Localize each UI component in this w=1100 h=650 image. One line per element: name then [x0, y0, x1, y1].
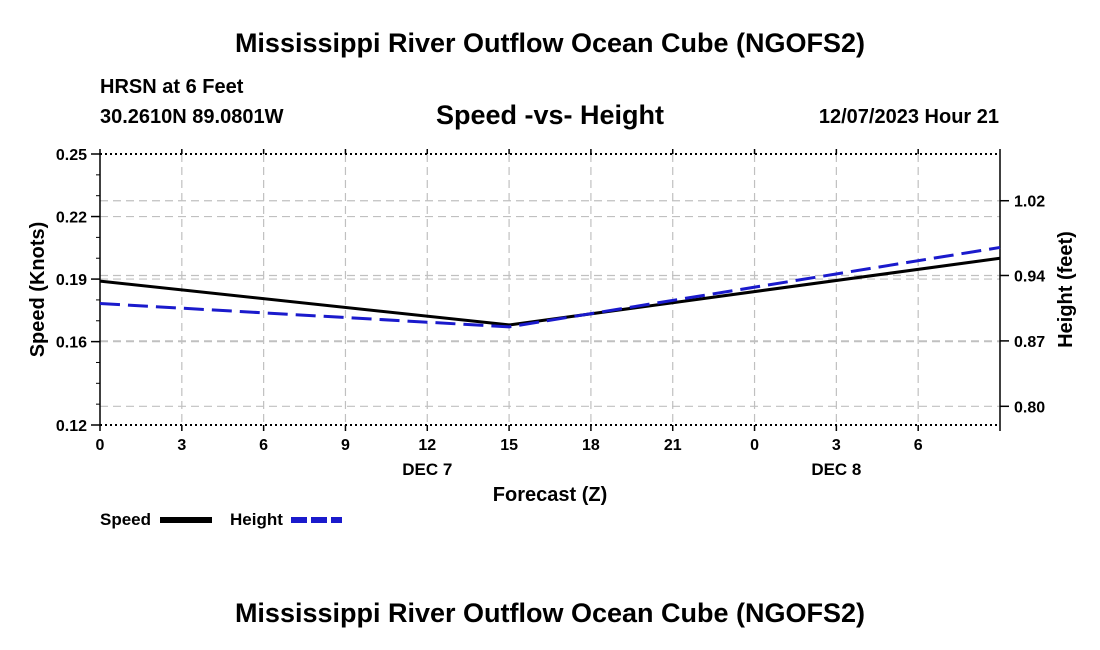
y-tick-label: 0.16: [56, 335, 87, 352]
y2-tick-label: 0.80: [1014, 399, 1045, 416]
x-tick-label: 6: [259, 437, 268, 454]
x-tick-label: 18: [582, 437, 600, 454]
x-tick-label: 3: [832, 437, 841, 454]
x-tick-label: 6: [914, 437, 923, 454]
x-tick-label: 9: [341, 437, 350, 454]
day-label: DEC 8: [811, 460, 861, 479]
x-tick-label: 15: [500, 437, 518, 454]
series-speed-line: [99, 256, 1001, 327]
forecast-datetime: 12/07/2023 Hour 21: [818, 106, 999, 128]
y2-axis-title: Height (feet): [1055, 231, 1077, 348]
legend: Speed Height: [100, 510, 342, 529]
axes-layer: [91, 149, 1009, 431]
y2-tick-label: 0.87: [1014, 334, 1045, 351]
main-title: Mississippi River Outflow Ocean Cube (NG…: [234, 28, 866, 58]
station-coordinates: 30.2610N 89.0801W: [100, 106, 284, 128]
series-height-line: [99, 245, 1001, 329]
legend-label-speed: Speed: [100, 510, 151, 529]
y2-tick-label: 1.02: [1014, 194, 1045, 211]
x-tick-label: 0: [96, 437, 105, 454]
x-axis-title: Forecast (Z): [493, 484, 607, 506]
x-tick-label: 0: [750, 437, 759, 454]
x-tick-label: 21: [664, 437, 682, 454]
y-tick-label: 0.22: [56, 210, 87, 227]
footer-title: Mississippi River Outflow Ocean Cube (NG…: [234, 598, 866, 628]
y-tick-label: 0.12: [56, 418, 87, 435]
x-tick-label: 12: [418, 437, 436, 454]
station-label: HRSN at 6 Feet: [100, 76, 244, 98]
x-tick-label: 3: [177, 437, 186, 454]
label-layer: 0.12 0.16 0.19 0.22 0.25 0.80 0.87 0.94 1.02 0 3 6 9…: [27, 147, 1077, 506]
y2-tick-label: 0.94: [1014, 268, 1045, 285]
y-tick-label: 0.25: [56, 147, 87, 164]
chart-title: Speed -vs- Height: [435, 100, 665, 130]
y-axis-title: Speed (Knots): [27, 222, 49, 358]
series-layer: [99, 245, 1001, 329]
day-label: DEC 7: [402, 460, 452, 479]
grid-layer: [100, 154, 1000, 425]
y-tick-label: 0.19: [56, 272, 87, 289]
legend-label-height: Height: [230, 510, 283, 529]
